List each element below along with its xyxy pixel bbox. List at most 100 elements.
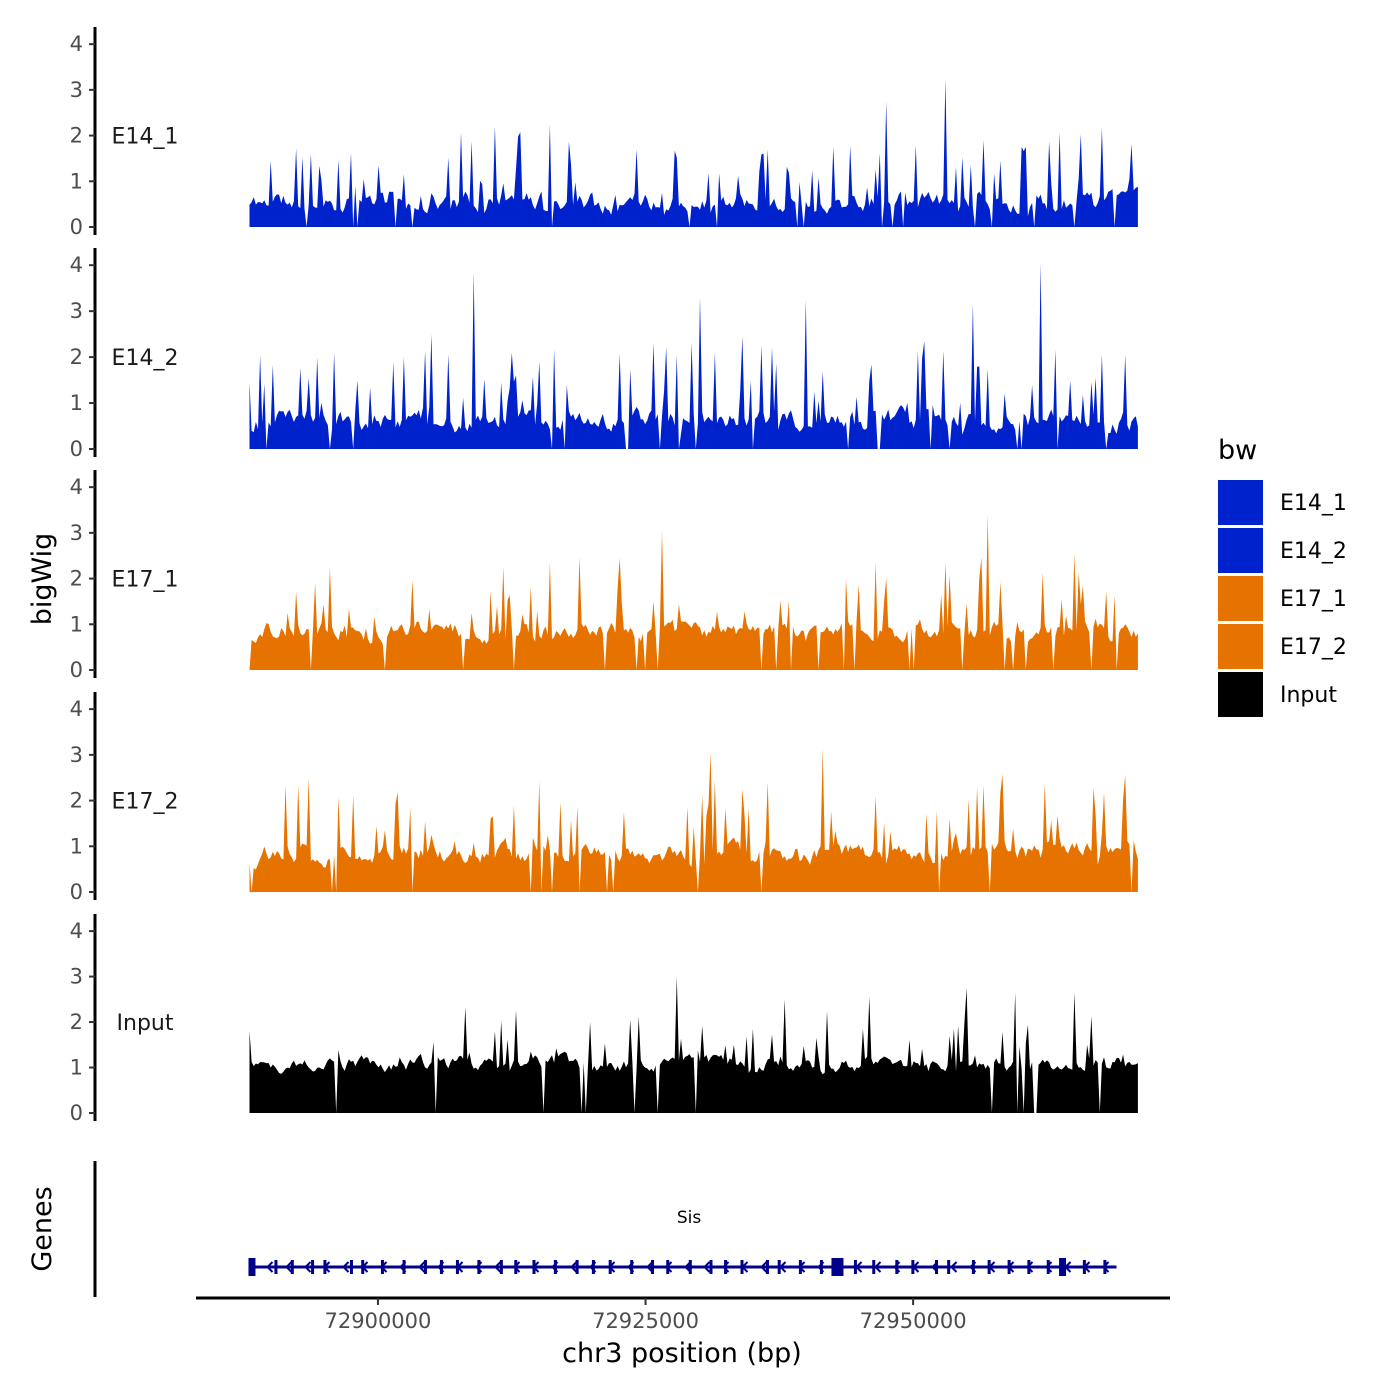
gene-exon (423, 1260, 427, 1274)
strand-arrow (1083, 1261, 1091, 1273)
strand-arrow (931, 1261, 939, 1273)
strand-arrow (342, 1261, 350, 1273)
y-tick-label: 0 (70, 658, 83, 682)
y-tick-label: 3 (70, 743, 83, 767)
y-tick-label: 4 (70, 32, 83, 56)
track-label: E17_1 (112, 568, 179, 593)
track-e14-1: 0 1 2 3 4 E14_1 (70, 27, 1138, 239)
y-tick-label: 2 (70, 1010, 83, 1034)
strand-arrow (570, 1261, 578, 1273)
y-axis-title: bigWig (27, 533, 58, 626)
gene-exon (971, 1260, 975, 1274)
genes-panel: Genes Sis (27, 1161, 1117, 1297)
y-tick-label: 4 (70, 253, 83, 277)
strand-arrow (1007, 1261, 1015, 1273)
strand-arrow (874, 1261, 882, 1273)
y-tick-label: 3 (70, 521, 83, 545)
gene-exon (439, 1260, 443, 1274)
gene-exon (650, 1260, 654, 1274)
strand-arrow (646, 1261, 654, 1273)
genes-axis-title: Genes (27, 1186, 58, 1271)
legend-swatch-e14-2 (1218, 528, 1263, 573)
coverage-area-e17-1 (249, 514, 1138, 670)
strand-arrow (684, 1261, 692, 1273)
gene-exon (709, 1260, 713, 1274)
track-label: E14_1 (112, 125, 179, 150)
gene-exon (575, 1260, 579, 1274)
gene-exon (591, 1260, 595, 1274)
gene-exon (1059, 1258, 1067, 1276)
gene-exon (477, 1260, 481, 1274)
strand-arrow (494, 1261, 502, 1273)
legend-swatch-input (1218, 672, 1263, 717)
strand-arrow (1026, 1261, 1034, 1273)
strand-arrow (817, 1261, 825, 1273)
x-tick-label: 72900000 (325, 1309, 432, 1333)
strand-arrow (836, 1261, 844, 1273)
y-tick-label: 0 (70, 1101, 83, 1125)
strand-arrow (304, 1261, 312, 1273)
legend: bw E14_1 E14_2 E17_1 E17_2 Input (1218, 435, 1347, 717)
strand-arrow (418, 1261, 426, 1273)
gene-exon (765, 1260, 769, 1274)
strand-arrow (361, 1261, 369, 1273)
track-e14-2: 0 1 2 3 4 E14_2 (70, 248, 1138, 461)
strand-arrow (912, 1261, 920, 1273)
strand-arrow (285, 1261, 293, 1273)
x-tick-label: 72950000 (860, 1309, 967, 1333)
strand-arrow (722, 1261, 730, 1273)
y-tick-label: 4 (70, 697, 83, 721)
strand-arrow (1102, 1261, 1110, 1273)
strand-arrow (798, 1261, 806, 1273)
y-tick-label: 2 (70, 567, 83, 591)
y-tick-label: 3 (70, 965, 83, 989)
track-label: E14_2 (112, 346, 179, 371)
gene-name-label: Sis (677, 1208, 702, 1228)
x-axis-title: chr3 position (bp) (562, 1338, 802, 1369)
legend-title: bw (1218, 435, 1257, 466)
strand-arrow (1045, 1261, 1053, 1273)
track-label: E17_2 (112, 790, 179, 815)
strand-arrow (893, 1261, 901, 1273)
gene-exon (274, 1260, 278, 1274)
gene-exon (349, 1260, 353, 1274)
x-tick-label: 72925000 (592, 1309, 699, 1333)
legend-swatch-e17-1 (1218, 576, 1263, 621)
y-tick-label: 1 (70, 391, 83, 415)
y-tick-label: 1 (70, 1056, 83, 1080)
y-tick-label: 0 (70, 215, 83, 239)
strand-arrow (665, 1261, 673, 1273)
legend-swatch-e17-2 (1218, 624, 1263, 669)
strand-arrow (380, 1261, 388, 1273)
strand-arrow (703, 1261, 711, 1273)
y-tick-label: 4 (70, 475, 83, 499)
gene-exon (724, 1260, 728, 1274)
y-tick-label: 3 (70, 299, 83, 323)
strand-arrow (589, 1261, 597, 1273)
strand-arrow (760, 1261, 768, 1273)
legend-swatch-e14-1 (1218, 480, 1263, 525)
legend-label: E14_1 (1280, 491, 1347, 516)
x-axis: 72900000 72925000 72950000 chr3 position (b… (196, 1296, 1170, 1369)
strand-arrow (741, 1261, 749, 1273)
track-e17-2: 0 1 2 3 4 E17_2 (70, 692, 1138, 904)
strand-arrow (855, 1261, 863, 1273)
strand-arrow (532, 1261, 540, 1273)
strand-arrow (551, 1261, 559, 1273)
gene-exon (630, 1260, 634, 1274)
gene-exon (872, 1260, 876, 1274)
gene-exon (1046, 1260, 1050, 1274)
y-tick-label: 0 (70, 880, 83, 904)
gene-exon (248, 1258, 256, 1276)
track-e17-1: 0 1 2 3 4 E17_1 (70, 470, 1138, 682)
strand-arrow (475, 1261, 483, 1273)
strand-arrow (969, 1261, 977, 1273)
gene-exon (553, 1260, 557, 1274)
gene-exon (688, 1260, 692, 1274)
legend-label: Input (1280, 683, 1337, 708)
strand-arrow (608, 1261, 616, 1273)
track-input: 0 1 2 3 4 Input (70, 914, 1138, 1125)
y-tick-label: 2 (70, 124, 83, 148)
gene-exon (895, 1260, 899, 1274)
gene-exon (947, 1260, 951, 1274)
